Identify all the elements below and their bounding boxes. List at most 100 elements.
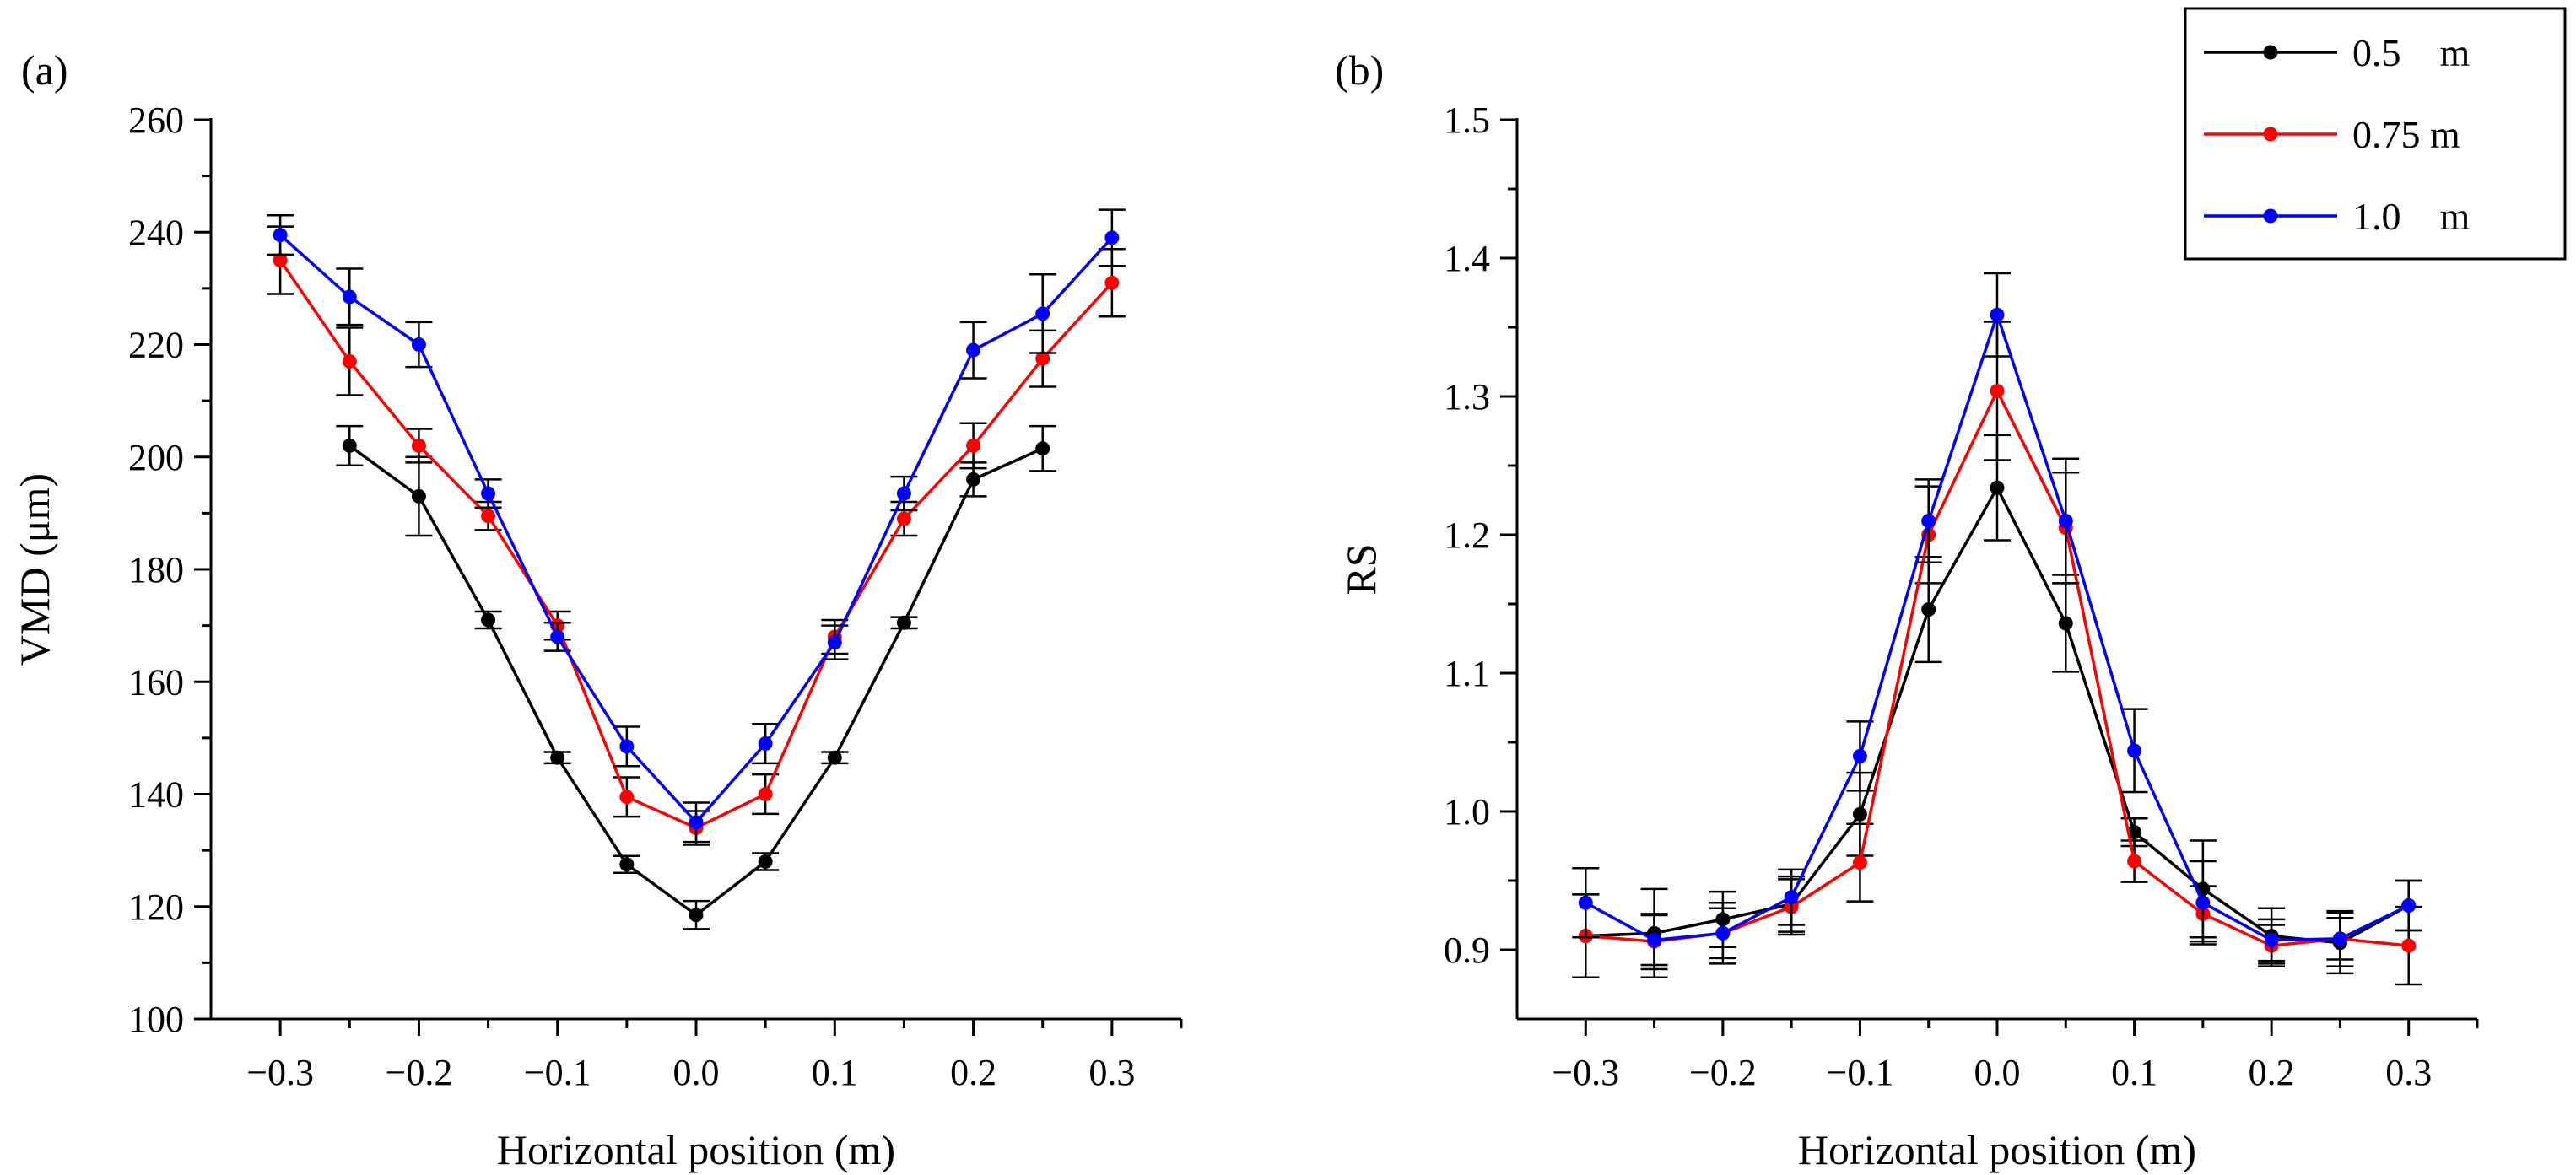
data-point — [1578, 895, 1593, 910]
y-tick-label: 140 — [128, 774, 184, 816]
x-axis-title: Horizontal position (m) — [1798, 1126, 2196, 1173]
data-point — [411, 438, 426, 453]
data-point — [619, 790, 635, 805]
data-point — [2264, 933, 2279, 948]
series-0-5-m — [1572, 434, 2422, 979]
series-1-0-m — [1572, 272, 2422, 967]
data-point — [758, 854, 773, 869]
data-point — [896, 486, 911, 501]
data-point — [2127, 825, 2142, 840]
series-0-75-m — [1572, 321, 2422, 986]
data-point — [1647, 933, 1662, 948]
series-line — [278, 259, 1114, 830]
data-point — [758, 787, 773, 801]
y-axis-title: VMD (μm) — [11, 473, 58, 666]
x-tick-label: −0.2 — [1689, 1052, 1757, 1093]
y-tick-label: 1.5 — [1444, 100, 1490, 141]
x-tick-label: −0.3 — [246, 1052, 314, 1093]
data-point — [273, 253, 288, 268]
data-point — [1852, 855, 1867, 870]
data-point — [481, 509, 496, 524]
y-tick-label: 200 — [128, 437, 184, 478]
panel-label: (a) — [21, 46, 68, 94]
data-point — [2401, 898, 2417, 914]
data-point — [1715, 925, 1731, 941]
data-point — [2127, 743, 2142, 758]
data-point — [1784, 890, 1799, 905]
data-point — [1035, 306, 1050, 321]
legend: 0.5 m 0.75 m 1.0 m — [2184, 7, 2567, 261]
y-tick-label: 260 — [128, 100, 184, 141]
data-point — [1990, 480, 2005, 495]
x-tick-label: 0.1 — [2111, 1052, 2157, 1093]
series-0-75-m — [267, 225, 1126, 846]
y-tick-label: 1.3 — [1444, 376, 1490, 418]
y-tick-label: 1.2 — [1444, 515, 1490, 556]
data-point — [1035, 351, 1050, 366]
x-tick-label: −0.2 — [386, 1052, 453, 1093]
data-point — [619, 857, 635, 872]
data-point — [758, 736, 773, 752]
y-tick-label: 180 — [128, 549, 184, 590]
x-axis-title: Horizontal position (m) — [497, 1126, 895, 1173]
legend-entry: 0.75 m — [2204, 113, 2460, 156]
data-point — [896, 615, 911, 630]
data-point — [966, 472, 981, 487]
legend-label: 0.5 m — [2352, 31, 2471, 74]
data-point — [481, 612, 496, 628]
y-tick-label: 0.9 — [1444, 930, 1490, 971]
data-point — [896, 511, 911, 526]
data-point — [550, 629, 565, 644]
legend-marker — [2263, 127, 2278, 142]
data-point — [481, 486, 496, 501]
y-tick-label: 240 — [128, 212, 184, 253]
x-tick-label: 0.2 — [950, 1052, 996, 1093]
data-point — [411, 337, 426, 352]
data-point — [273, 228, 288, 243]
data-point — [550, 750, 565, 765]
x-tick-label: −0.3 — [1552, 1052, 1619, 1093]
series-0-5-m — [336, 424, 1056, 930]
panel-label: (b) — [1335, 46, 1384, 94]
x-tick-label: 0.3 — [2385, 1052, 2432, 1093]
legend-label: 1.0 m — [2352, 195, 2471, 238]
data-point — [966, 342, 981, 358]
y-tick-label: 1.1 — [1444, 653, 1490, 694]
data-point — [342, 438, 357, 453]
data-point — [827, 750, 842, 765]
legend-marker — [2263, 45, 2278, 60]
x-tick-label: 0.0 — [673, 1052, 720, 1093]
x-tick-label: 0.1 — [812, 1052, 858, 1093]
series-line — [278, 234, 1114, 824]
panel-a-chart: −0.3 −0.2 −0.1 0.0 0.1 0.2 0.3 100 120 140 160 180 2… — [11, 46, 1183, 1173]
x-tick-label: −0.1 — [524, 1052, 591, 1093]
legend-label: 0.75 m — [2352, 113, 2460, 156]
data-point — [827, 635, 842, 650]
y-tick-label: 1.4 — [1444, 238, 1490, 279]
data-point — [1990, 307, 2005, 322]
series-1-0-m — [267, 208, 1126, 844]
series-line — [1585, 486, 2410, 945]
data-point — [689, 815, 704, 830]
y-tick-label: 1.0 — [1444, 791, 1490, 833]
data-point — [966, 438, 981, 453]
data-point — [411, 488, 426, 504]
data-point — [2332, 931, 2347, 946]
x-tick-label: 0.3 — [1088, 1052, 1135, 1093]
data-point — [1104, 230, 1120, 245]
data-point — [2195, 895, 2211, 910]
data-point — [1921, 514, 1936, 529]
y-tick-label: 120 — [128, 887, 184, 928]
data-point — [2058, 514, 2073, 529]
data-point — [619, 739, 635, 754]
data-point — [1990, 383, 2005, 398]
data-point — [1852, 748, 1867, 763]
data-point — [1852, 806, 1867, 822]
data-point — [1104, 275, 1120, 290]
legend-entry: 0.5 m — [2204, 31, 2471, 74]
data-point — [689, 908, 704, 923]
x-tick-label: 0.2 — [2249, 1052, 2295, 1093]
panel-b-chart: −0.3 −0.2 −0.1 0.0 0.1 0.2 0.3 0.9 1.0 1.1 1.2 1.3 1… — [1335, 46, 2479, 1173]
data-point — [2127, 854, 2142, 869]
